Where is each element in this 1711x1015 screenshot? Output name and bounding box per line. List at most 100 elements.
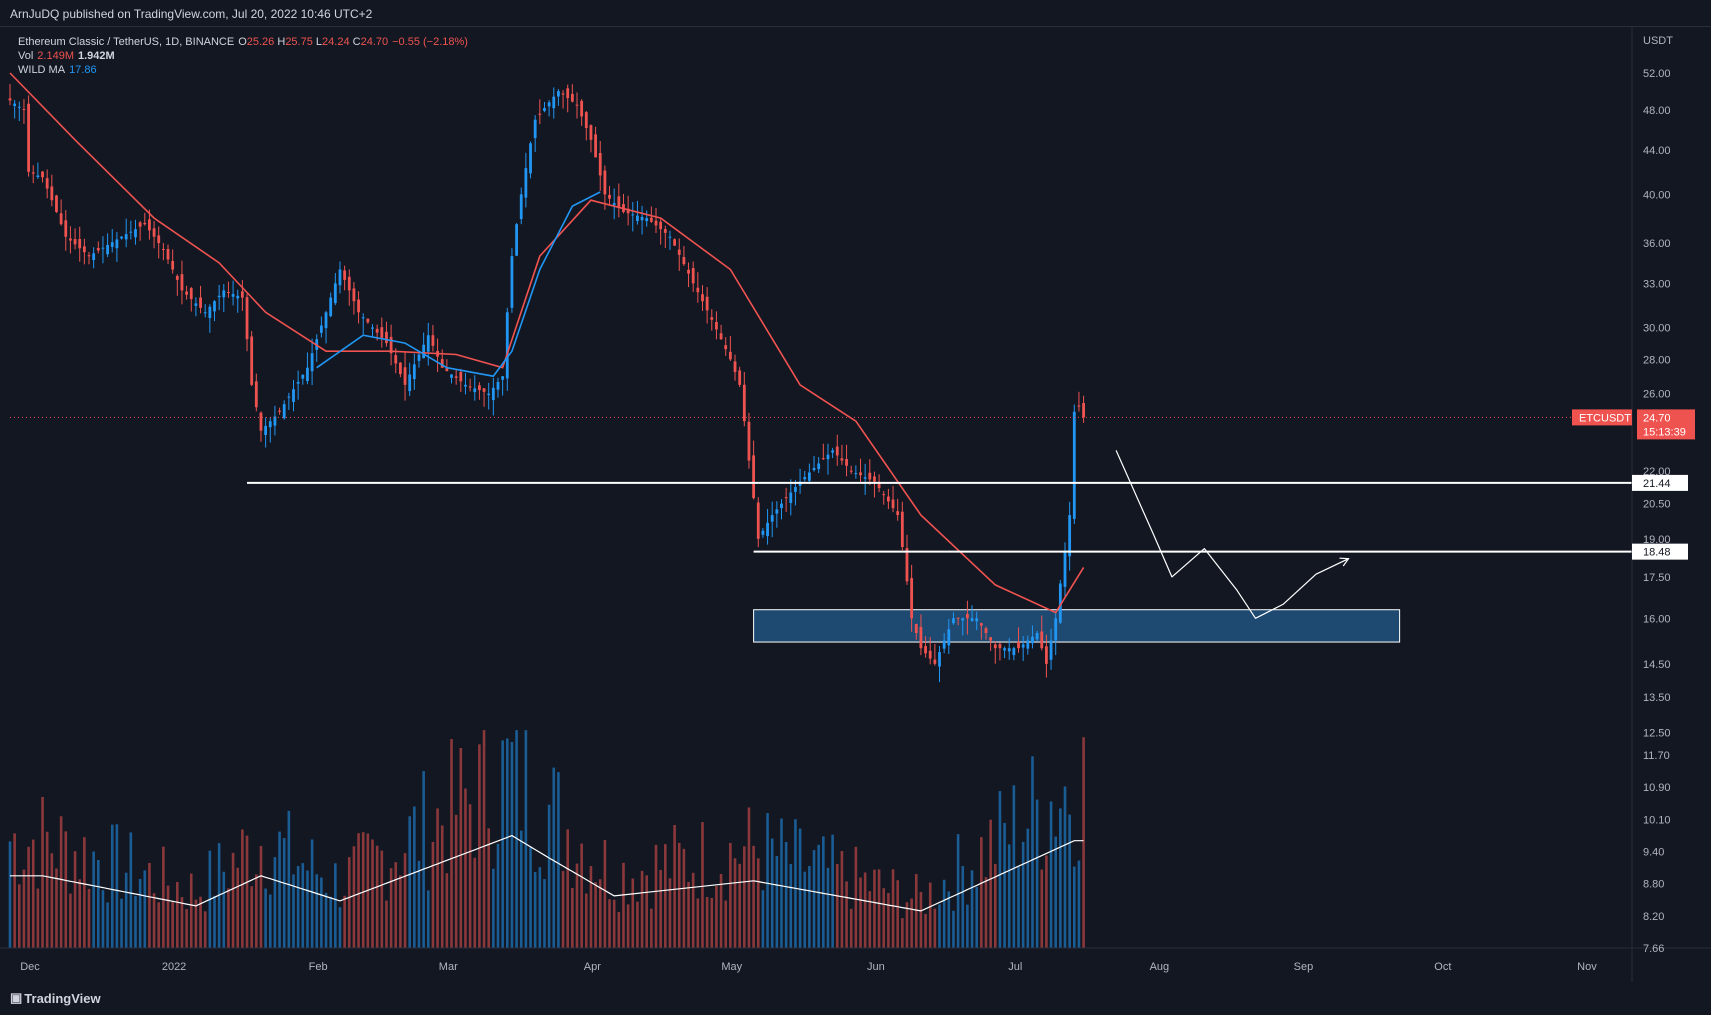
tradingview-logo[interactable]: ▣ TradingView <box>10 990 101 1006</box>
volume-bar <box>129 832 133 948</box>
volume-bar <box>413 806 416 948</box>
volume-bar <box>166 885 170 948</box>
candle-body <box>738 370 742 385</box>
candle-body <box>747 421 751 461</box>
volume-bar <box>255 874 258 948</box>
volume-bar <box>682 848 686 948</box>
volume-bar <box>747 807 751 948</box>
volume-bar <box>622 862 625 948</box>
candle-body <box>761 530 765 535</box>
price-tick-label: 11.70 <box>1643 750 1670 762</box>
volume-bar <box>519 830 523 948</box>
volume-bar <box>78 879 82 948</box>
volume-bar <box>1077 860 1081 948</box>
candle-body <box>403 367 407 385</box>
candle-body <box>333 283 337 304</box>
candle-body <box>947 629 951 646</box>
volume-bar <box>31 839 35 948</box>
candle-body <box>124 234 128 240</box>
price-tick-label: 26.00 <box>1643 389 1671 401</box>
volume-bar <box>236 867 240 948</box>
candle-body <box>69 238 72 241</box>
volume-bar <box>961 866 965 948</box>
volume-bar <box>738 863 741 948</box>
volume-bar <box>970 870 974 948</box>
candle-body <box>728 351 732 360</box>
volume-bar <box>478 744 481 948</box>
candle-body <box>78 239 82 249</box>
countdown-tag: 15:13:39 <box>1643 426 1686 438</box>
volume-bar <box>794 819 797 948</box>
volume-bar <box>980 837 983 948</box>
volume-bar <box>1026 828 1030 948</box>
projection-path[interactable] <box>1115 450 1349 619</box>
volume-bar <box>227 888 230 948</box>
volume-bar <box>1045 855 1048 948</box>
volume-bar <box>589 866 593 948</box>
volume-bar <box>222 871 226 948</box>
candle-body <box>87 255 91 257</box>
candle-body <box>138 222 142 227</box>
support-zone-box[interactable] <box>753 609 1401 643</box>
volume-bar <box>371 839 374 948</box>
legend-ma-label: WILD MA <box>18 64 66 76</box>
volume-bar <box>543 879 546 948</box>
candle-body <box>217 295 221 298</box>
candle-body <box>840 458 844 461</box>
volume-bar <box>171 901 174 948</box>
candle-body <box>422 344 426 359</box>
volume-bar <box>863 872 867 948</box>
candle-body <box>636 215 639 222</box>
volume-bar <box>55 868 58 948</box>
volume-bar <box>268 894 272 948</box>
volume-bar <box>626 904 630 948</box>
candle-body <box>849 470 853 472</box>
candle-body <box>157 235 161 244</box>
volume-bar <box>134 895 137 948</box>
volume-bar <box>612 899 616 948</box>
price-tick-label: 48.00 <box>1643 105 1671 117</box>
price-tick-label: 19.00 <box>1643 534 1671 546</box>
volume-bar <box>919 892 923 948</box>
candle-body <box>868 472 872 480</box>
candle-body <box>143 222 147 225</box>
volume-bar <box>1063 786 1067 948</box>
candle-body <box>1068 515 1072 557</box>
candle-body <box>473 388 477 393</box>
projection-arrowhead <box>1339 557 1350 567</box>
volume-bar <box>106 902 109 948</box>
candle-body <box>408 374 412 392</box>
volume-bar <box>1054 836 1058 948</box>
candle-body <box>199 297 202 308</box>
time-axis-label: Mar <box>439 961 458 973</box>
price-chart[interactable]: USDT 52.00 48.00 44.00 40.00 36.00 33.00 30.00 2… <box>0 27 1711 982</box>
volume-bar <box>343 895 346 948</box>
volume-bar <box>338 907 342 948</box>
candle-body <box>445 368 449 372</box>
volume-bar <box>701 822 704 948</box>
candle-body <box>529 143 532 174</box>
candle-body <box>254 381 258 408</box>
volume-bar <box>1068 814 1071 948</box>
candle-body <box>626 208 630 214</box>
volume-bar <box>403 853 407 948</box>
time-axis-label: Sep <box>1294 961 1314 973</box>
volume-bar <box>482 730 486 948</box>
volume-bar <box>1049 801 1053 948</box>
volume-bar <box>812 850 816 948</box>
volume-bar <box>803 871 807 948</box>
candle-body <box>82 246 86 253</box>
tradingview-logo-icon: ▣ <box>10 990 22 1005</box>
volume-bar <box>50 853 54 948</box>
candle-body <box>22 109 26 111</box>
volume-bar <box>659 869 662 948</box>
candle-body <box>715 322 718 330</box>
volume-bar <box>259 845 263 948</box>
volume-bar <box>822 836 825 948</box>
volume-bar <box>213 895 216 948</box>
volume-bar <box>975 886 978 948</box>
volume-bar <box>468 804 472 948</box>
volume-bar <box>835 863 839 948</box>
candle-body <box>306 367 309 382</box>
current-price-tag-bg <box>1637 409 1695 440</box>
